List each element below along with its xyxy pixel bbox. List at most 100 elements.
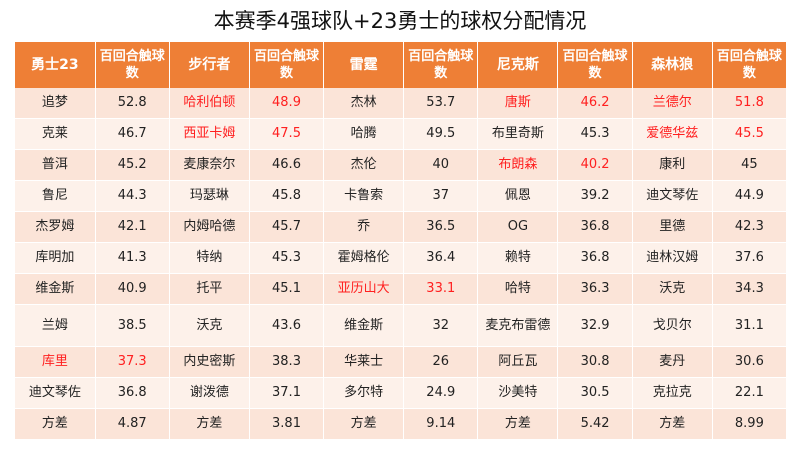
table-row: 维金斯 40.9 托平 45.1 亚历山大 33.1 哈特 36.3 沃克 34.3 <box>15 273 788 305</box>
table-row: 库里 37.3 内史密斯 38.3 华莱士 26 阿丘瓦 30.8 麦丹 30.6 <box>15 346 788 378</box>
touches-value-cell: 45 <box>712 149 788 181</box>
table-row: 普洱 45.2 麦康奈尔 46.6 杰伦 40 布朗森 40.2 康利 45 <box>15 149 788 181</box>
table-row: 库明加 41.3 特纳 45.3 霍姆格伦 36.4 赖特 36.8 迪林汉姆 37.6 <box>15 242 788 274</box>
player-name-cell: 谢泼德 <box>169 377 250 409</box>
page-title: 本赛季4强球队+23勇士的球权分配情况 <box>213 9 587 33</box>
player-name-cell: 佩恩 <box>477 180 559 212</box>
player-name-cell: 杰伦 <box>323 149 405 181</box>
touches-value-cell: 43.6 <box>249 304 325 347</box>
touches-value-cell: 44.3 <box>95 180 170 212</box>
touches-value-cell: 52.8 <box>95 88 170 119</box>
touches-value-cell: 33.1 <box>403 273 479 305</box>
player-name-cell: 鲁尼 <box>15 180 96 212</box>
touches-value-cell: 26 <box>403 346 479 378</box>
touches-column-header: 百回合触球数 <box>712 42 788 88</box>
touches-value-cell: 37.3 <box>95 346 170 378</box>
player-name-cell: 哈腾 <box>323 118 405 150</box>
player-name-cell: 康利 <box>632 149 713 181</box>
player-name-cell: 维金斯 <box>15 273 96 305</box>
touches-column-header: 百回合触球数 <box>557 42 633 88</box>
touches-value-cell: 37.1 <box>249 377 325 409</box>
player-name-cell: 方差 <box>323 408 405 440</box>
touches-value-cell: 4.87 <box>95 408 170 440</box>
touches-value-cell: 45.2 <box>95 149 170 181</box>
player-name-cell: 迪林汉姆 <box>632 242 713 274</box>
player-name-cell: 爱德华兹 <box>632 118 713 150</box>
touches-column-header: 百回合触球数 <box>249 42 325 88</box>
player-name-cell: 普洱 <box>15 149 96 181</box>
player-name-cell: 华莱士 <box>323 346 405 378</box>
touches-value-cell: 40 <box>403 149 479 181</box>
touches-table: 勇士23 百回合触球数 步行者 百回合触球数 雷霆 百回合触球数 尼克斯 百回合触球数 森林狼百… <box>15 42 788 440</box>
touches-value-cell: 37 <box>403 180 479 212</box>
player-name-cell: 沃克 <box>632 273 713 305</box>
player-name-cell: 霍姆格伦 <box>323 242 405 274</box>
touches-column-header: 百回合触球数 <box>95 42 170 88</box>
player-name-cell: 玛瑟琳 <box>169 180 250 212</box>
touches-value-cell: 32 <box>403 304 479 347</box>
team-header: 勇士23 <box>15 42 96 88</box>
player-name-cell: 唐斯 <box>477 88 559 119</box>
player-name-cell: 卡鲁索 <box>323 180 405 212</box>
player-name-cell: 麦康奈尔 <box>169 149 250 181</box>
touches-value-cell: 36.5 <box>403 211 479 243</box>
touches-value-cell: 5.42 <box>557 408 633 440</box>
player-name-cell: 哈特 <box>477 273 559 305</box>
player-name-cell: 方差 <box>15 408 96 440</box>
touches-value-cell: 42.3 <box>712 211 788 243</box>
player-name-cell: 维金斯 <box>323 304 405 347</box>
touches-value-cell: 36.4 <box>403 242 479 274</box>
touches-value-cell: 34.3 <box>712 273 788 305</box>
touches-value-cell: 46.7 <box>95 118 170 150</box>
touches-value-cell: 49.5 <box>403 118 479 150</box>
touches-value-cell: 45.3 <box>557 118 633 150</box>
player-name-cell: 乔 <box>323 211 405 243</box>
table-row: 迪文琴佐 36.8 谢泼德 37.1 多尔特 24.9 沙美特 30.5 克拉克 22.1 <box>15 377 788 409</box>
player-name-cell: 特纳 <box>169 242 250 274</box>
touches-value-cell: 40.9 <box>95 273 170 305</box>
touches-value-cell: 51.8 <box>712 88 788 119</box>
player-name-cell: 沃克 <box>169 304 250 347</box>
touches-value-cell: 38.5 <box>95 304 170 347</box>
touches-value-cell: 41.3 <box>95 242 170 274</box>
table-row: 兰姆 38.5 沃克 43.6 维金斯 32 麦克布雷德 32.9 戈贝尔 31.1 <box>15 304 788 347</box>
touches-value-cell: 48.9 <box>249 88 325 119</box>
player-name-cell: 迪文琴佐 <box>15 377 96 409</box>
touches-value-cell: 36.8 <box>557 211 633 243</box>
player-name-cell: 戈贝尔 <box>632 304 713 347</box>
header-row: 勇士23 百回合触球数 步行者 百回合触球数 雷霆 百回合触球数 尼克斯 百回合触球数 森林狼百… <box>15 42 788 88</box>
player-name-cell: 方差 <box>169 408 250 440</box>
player-name-cell: 克莱 <box>15 118 96 150</box>
player-name-cell: 兰德尔 <box>632 88 713 119</box>
player-name-cell: 方差 <box>632 408 713 440</box>
table-body: 追梦 52.8 哈利伯顿 48.9 杰林 53.7 唐斯 46.2 兰德尔 51.8 克莱 46.7 西… <box>15 88 788 440</box>
touches-value-cell: 45.5 <box>712 118 788 150</box>
player-name-cell: 追梦 <box>15 88 96 119</box>
touches-value-cell: 30.5 <box>557 377 633 409</box>
touches-value-cell: 53.7 <box>403 88 479 119</box>
player-name-cell: 内史密斯 <box>169 346 250 378</box>
player-name-cell: 方差 <box>477 408 559 440</box>
touches-value-cell: 32.9 <box>557 304 633 347</box>
player-name-cell: 托平 <box>169 273 250 305</box>
player-name-cell: 哈利伯顿 <box>169 88 250 119</box>
touches-value-cell: 45.3 <box>249 242 325 274</box>
touches-value-cell: 44.9 <box>712 180 788 212</box>
touches-value-cell: 46.2 <box>557 88 633 119</box>
team-header: 尼克斯 <box>477 42 559 88</box>
player-name-cell: 沙美特 <box>477 377 559 409</box>
touches-value-cell: 39.2 <box>557 180 633 212</box>
player-name-cell: 克拉克 <box>632 377 713 409</box>
touches-value-cell: 24.9 <box>403 377 479 409</box>
touches-value-cell: 45.7 <box>249 211 325 243</box>
touches-value-cell: 36.3 <box>557 273 633 305</box>
touches-value-cell: 36.8 <box>95 377 170 409</box>
player-name-cell: 杰罗姆 <box>15 211 96 243</box>
touches-value-cell: 42.1 <box>95 211 170 243</box>
table-row: 追梦 52.8 哈利伯顿 48.9 杰林 53.7 唐斯 46.2 兰德尔 51.8 <box>15 88 788 119</box>
player-name-cell: 麦丹 <box>632 346 713 378</box>
touches-value-cell: 31.1 <box>712 304 788 347</box>
team-header: 雷霆 <box>323 42 405 88</box>
player-name-cell: 西亚卡姆 <box>169 118 250 150</box>
player-name-cell: 亚历山大 <box>323 273 405 305</box>
